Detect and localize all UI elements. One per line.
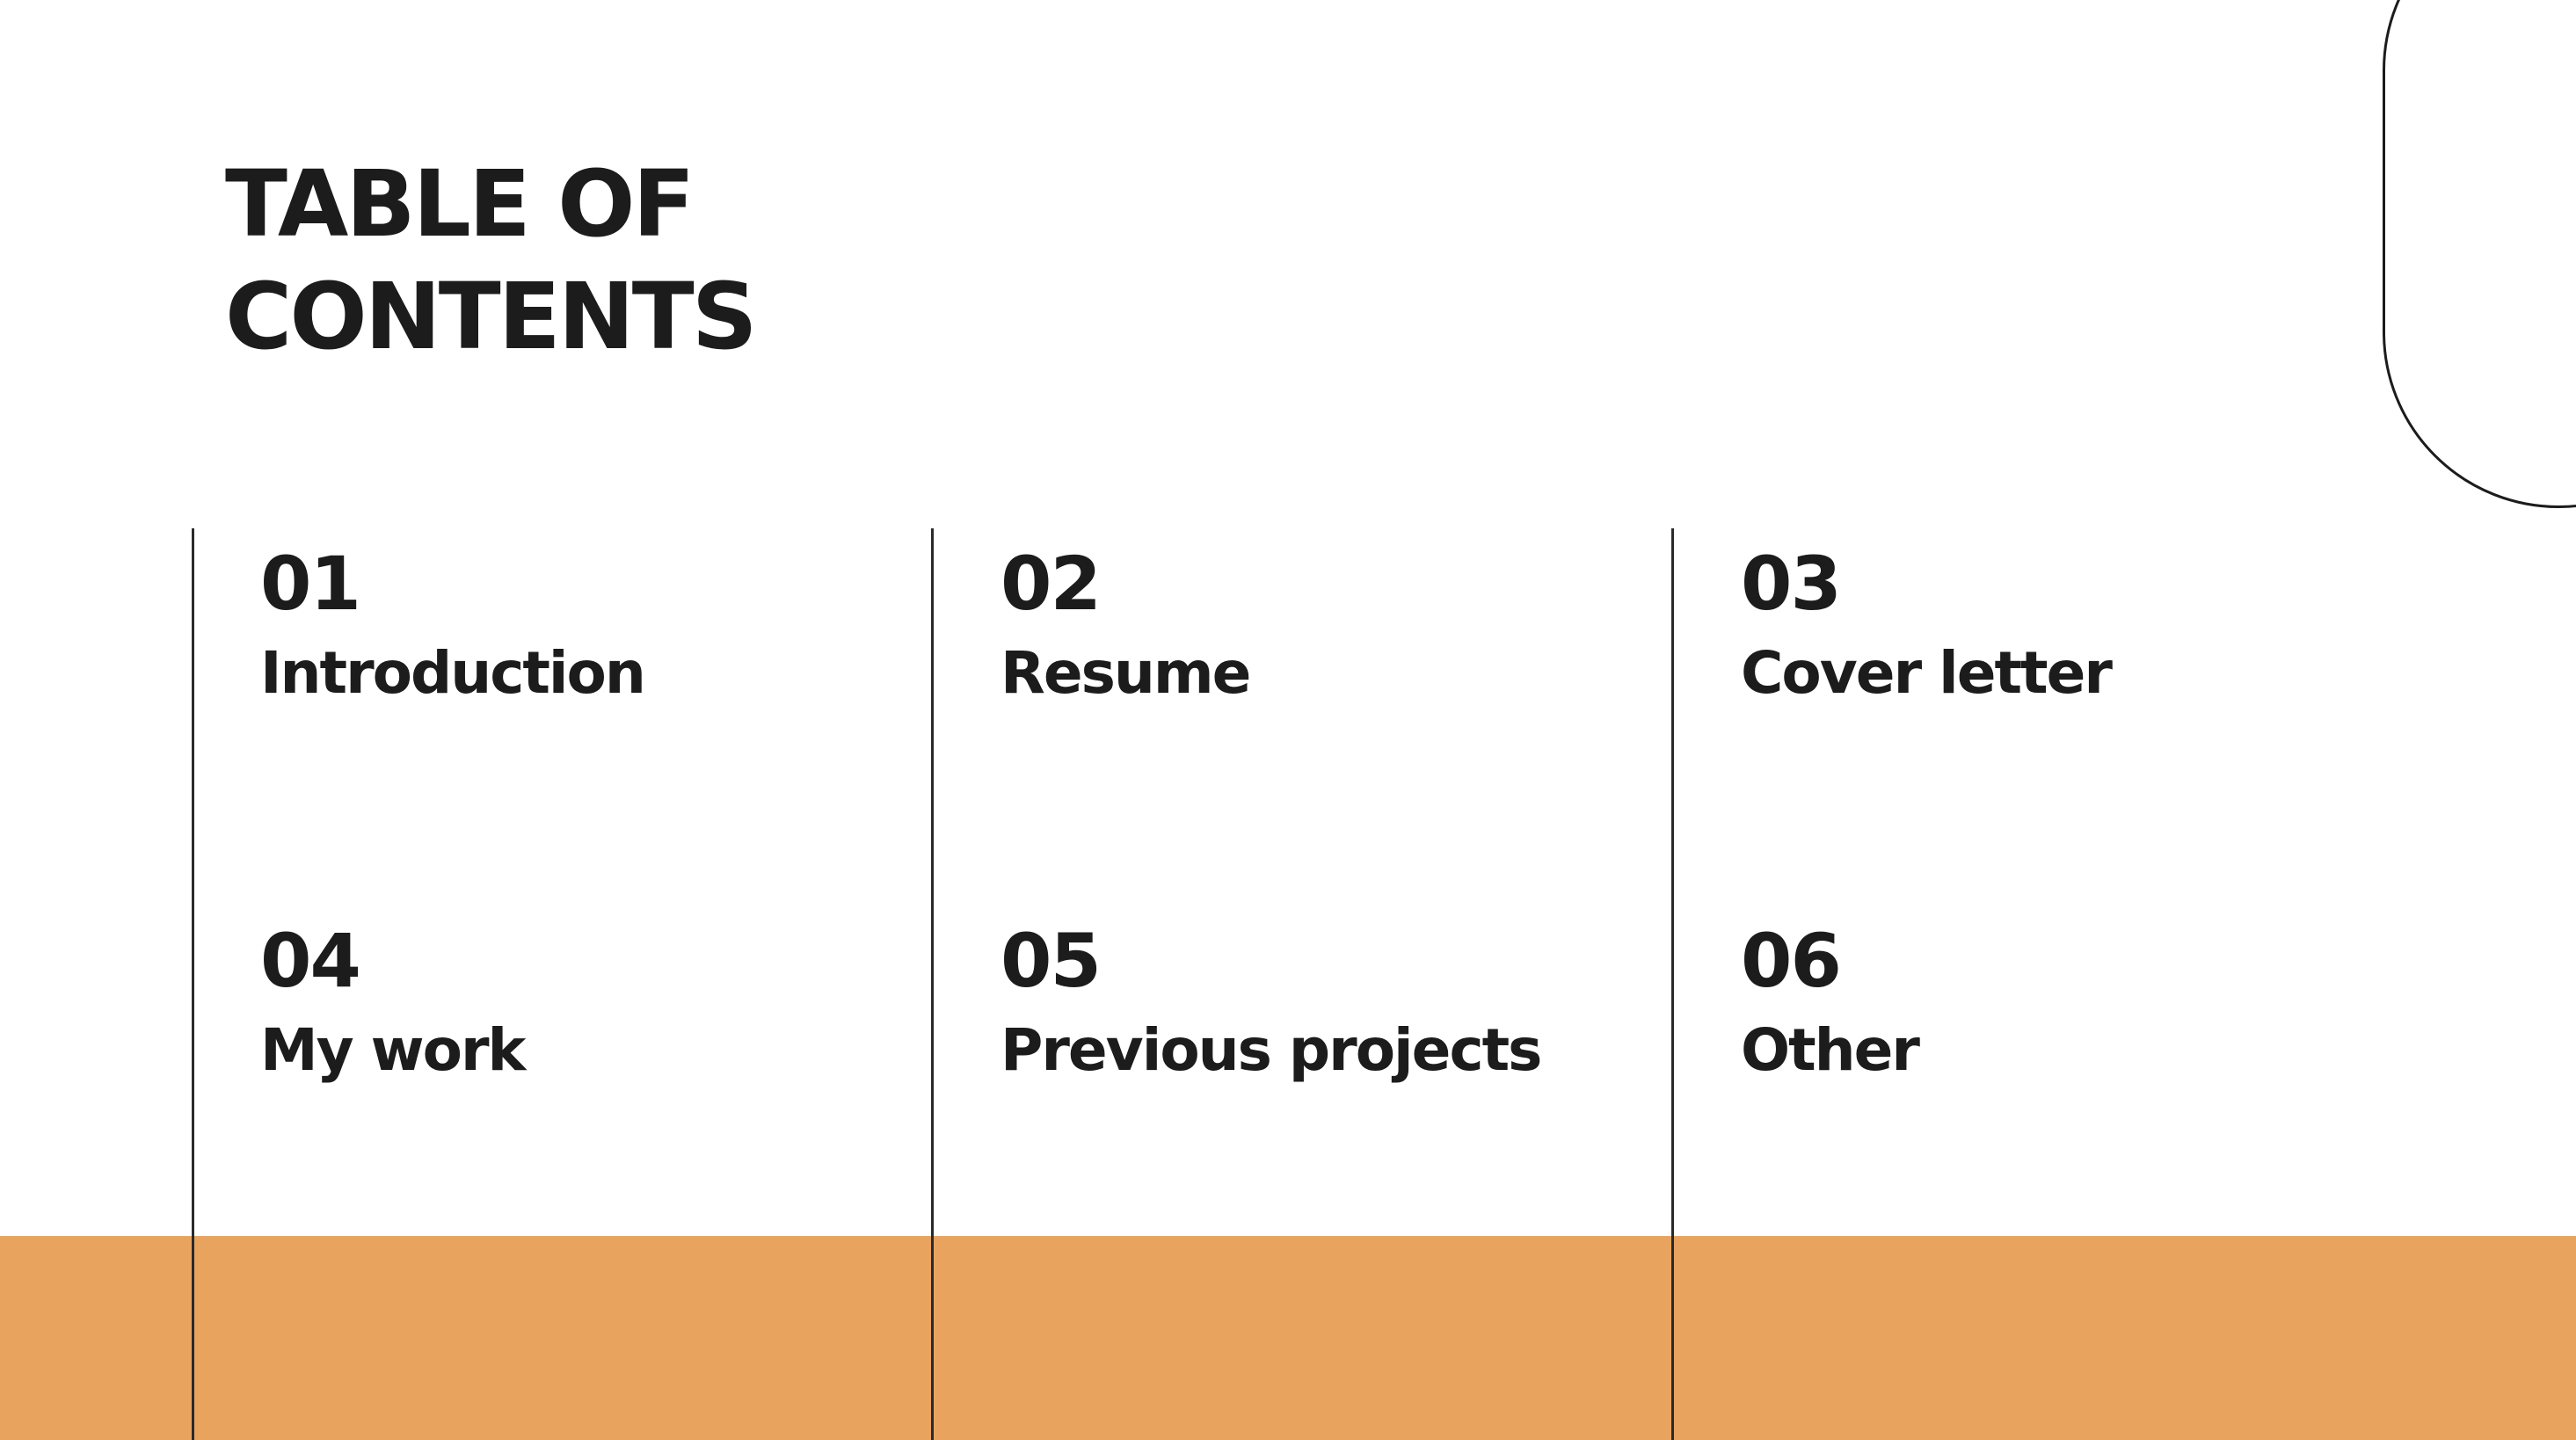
toc-item-introduction[interactable]: 01 Introduction [260,540,946,710]
decorative-arc [2383,0,2576,508]
column-divider-1 [192,528,194,1440]
page-title: TABLE OF CONTENTS [225,148,758,373]
toc-item-number: 01 [260,541,361,627]
toc-item-resume[interactable]: 02 Resume [1001,540,1686,710]
toc-item-label: Other [1741,1016,1920,1084]
toc-item-label: Resume [1001,639,1251,707]
toc-item-label: Cover letter [1741,639,2113,707]
toc-item-label: My work [260,1016,526,1084]
toc-item-cover-letter[interactable]: 03 Cover letter [1741,540,2427,710]
toc-item-number: 02 [1001,541,1102,627]
toc-item-number: 03 [1741,541,1842,627]
toc-item-other[interactable]: 06 Other [1741,917,2427,1087]
footer-accent-band [0,1236,2576,1440]
toc-item-number: 06 [1741,918,1842,1004]
toc-item-label: Introduction [260,639,646,707]
title-line-1: TABLE OF [225,150,695,258]
toc-item-number: 04 [260,918,361,1004]
toc-item-number: 05 [1001,918,1102,1004]
toc-item-label: Previous projects [1001,1016,1542,1084]
toc-item-my-work[interactable]: 04 My work [260,917,946,1087]
column-divider-2 [931,528,934,1440]
toc-item-previous-projects[interactable]: 05 Previous projects [1001,917,1686,1087]
column-divider-3 [1671,528,1674,1440]
title-line-2: CONTENTS [225,263,758,370]
